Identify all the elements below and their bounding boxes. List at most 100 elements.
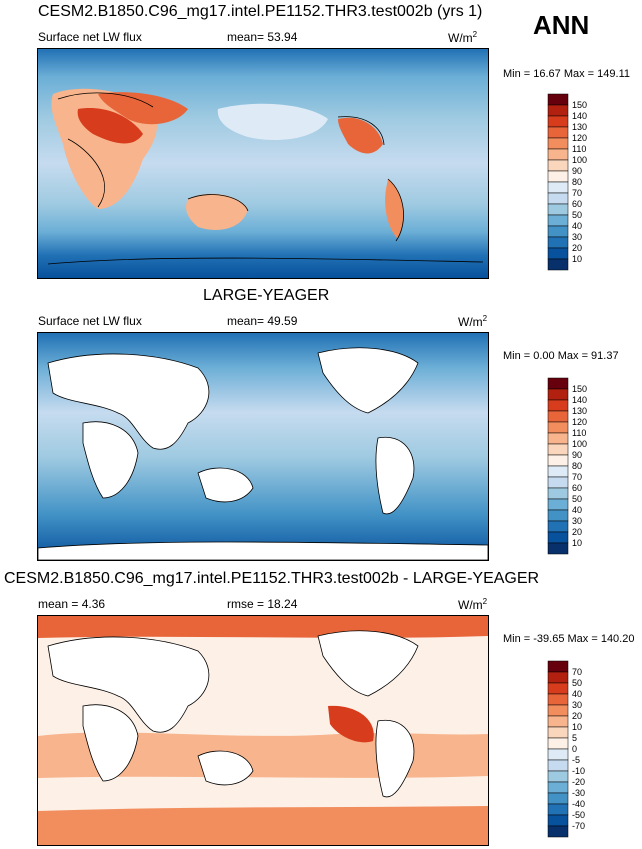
colorbar-tick-label: 60 — [572, 199, 582, 209]
colorbar-tick-label: 0 — [572, 744, 577, 754]
panel1-units: W/m2 — [448, 30, 478, 45]
panel1-field-label: Surface net LW flux — [38, 30, 142, 44]
colorbar-tick-label: 50 — [572, 494, 582, 504]
colorbar-bin — [547, 432, 569, 445]
panel2-mean-label: mean= 49.59 — [227, 314, 298, 328]
colorbar-tick-label: 30 — [572, 700, 582, 710]
colorbar-bin — [547, 693, 569, 706]
colorbar-bin — [547, 159, 569, 172]
colorbar-bin — [547, 104, 569, 117]
colorbar-tick-label: -10 — [572, 766, 585, 776]
colorbar-bin — [547, 814, 569, 827]
colorbar-bin — [547, 214, 569, 227]
colorbar-tick-label: 120 — [572, 133, 587, 143]
colorbar-tick-label: 130 — [572, 406, 587, 416]
colorbar-bin — [547, 399, 569, 412]
colorbar-tick-label: 30 — [572, 232, 582, 242]
colorbar-bin — [547, 737, 569, 750]
colorbar-tick-label: 70 — [572, 667, 582, 677]
colorbar-bin — [547, 148, 569, 161]
colorbar-tick-label: 100 — [572, 439, 587, 449]
colorbar-bin — [547, 454, 569, 467]
colorbar-tick-label: 110 — [572, 428, 586, 438]
colorbar-bin — [547, 792, 569, 805]
colorbar-tick-label: 20 — [572, 711, 582, 721]
colorbar-tick-label: 120 — [572, 417, 587, 427]
panel2-units: W/m2 — [458, 314, 488, 329]
colorbar-bin — [547, 93, 569, 106]
panel2-field-label: Surface net LW flux — [38, 314, 142, 328]
colorbar-bin — [547, 509, 569, 522]
colorbar-bin — [547, 759, 569, 772]
colorbar-bin — [547, 388, 569, 401]
colorbar-tick-label: 40 — [572, 505, 582, 515]
colorbar-bin — [547, 410, 569, 423]
colorbar-bin — [547, 137, 569, 150]
colorbar-tick-label: 150 — [572, 384, 587, 394]
colorbar-tick-label: 140 — [572, 395, 587, 405]
colorbar-bin — [547, 126, 569, 139]
colorbar-bin — [547, 236, 569, 249]
panel3-map — [37, 615, 489, 846]
colorbar-bin — [547, 542, 569, 555]
colorbar-bin — [547, 225, 569, 238]
panel2-minmax: Min = 0.00 Max = 91.37 — [503, 350, 619, 362]
colorbar-bin — [547, 258, 569, 271]
colorbar-tick-label: 70 — [572, 472, 582, 482]
colorbar-bin — [547, 443, 569, 456]
colorbar-bin — [547, 115, 569, 128]
colorbar-tick-label: 90 — [572, 450, 582, 460]
panel2-map — [37, 332, 489, 561]
colorbar-tick-label: 10 — [572, 722, 582, 732]
colorbar-tick-label: 5 — [572, 733, 577, 743]
colorbar-bin — [547, 682, 569, 695]
panel2-title: LARGE-YEAGER — [203, 287, 330, 304]
colorbar-tick-label: -50 — [572, 810, 585, 820]
colorbar-tick-label: 40 — [572, 221, 582, 231]
panel1-minmax: Min = 16.67 Max = 149.11 — [503, 68, 630, 80]
colorbar-bin — [547, 660, 569, 673]
colorbar-tick-label: 20 — [572, 243, 582, 253]
panel3-colorbar: 70 50 40 30 20 10 5 0 -5 -10 -20 -30 -40 -50 -70 — [547, 660, 608, 841]
colorbar-tick-label: -20 — [572, 777, 585, 787]
colorbar-bin — [547, 748, 569, 761]
colorbar-bin — [547, 476, 569, 489]
panel3-rmse-label: rmse = 18.24 — [227, 597, 298, 611]
colorbar-bin — [547, 770, 569, 783]
colorbar-bin — [547, 520, 569, 533]
colorbar-tick-label: -30 — [572, 788, 585, 798]
colorbar-tick-label: 30 — [572, 516, 582, 526]
colorbar-bin — [547, 377, 569, 390]
panel2-colorbar: 150 140 130 120 110 100 90 80 70 60 50 40 30 20 10 — [547, 377, 608, 558]
colorbar-bin — [547, 803, 569, 816]
colorbar-tick-label: 20 — [572, 527, 582, 537]
colorbar-bin — [547, 203, 569, 216]
colorbar-tick-label: -70 — [572, 821, 585, 831]
colorbar-tick-label: 10 — [572, 254, 582, 264]
panel3-mean-label: mean = 4.36 — [38, 597, 106, 611]
colorbar-bin — [547, 192, 569, 205]
colorbar-tick-label: 90 — [572, 166, 582, 176]
colorbar-bin — [547, 181, 569, 194]
panel1-colorbar: 150 140 130 120 110 100 90 80 70 60 50 40 30 20 10 — [547, 93, 608, 274]
colorbar-bin — [547, 726, 569, 739]
colorbar-tick-label: 150 — [572, 100, 587, 110]
colorbar-tick-label: 40 — [572, 689, 582, 699]
panel1-title: CESM2.B1850.C96_mg17.intel.PE1152.THR3.t… — [38, 3, 483, 20]
colorbar-tick-label: 50 — [572, 210, 582, 220]
colorbar-bin — [547, 421, 569, 434]
colorbar-bin — [547, 825, 569, 838]
colorbar-bin — [547, 781, 569, 794]
colorbar-tick-label: 100 — [572, 155, 587, 165]
colorbar-tick-label: 140 — [572, 111, 587, 121]
colorbar-tick-label: 60 — [572, 483, 582, 493]
colorbar-tick-label: 130 — [572, 122, 587, 132]
colorbar-bin — [547, 487, 569, 500]
colorbar-tick-label: 50 — [572, 678, 582, 688]
colorbar-bin — [547, 715, 569, 728]
colorbar-bin — [547, 247, 569, 260]
panel3-units: W/m2 — [458, 597, 488, 612]
panel1-map — [37, 48, 489, 279]
colorbar-tick-label: 80 — [572, 177, 582, 187]
panel1-mean-label: mean= 53.94 — [227, 30, 298, 44]
